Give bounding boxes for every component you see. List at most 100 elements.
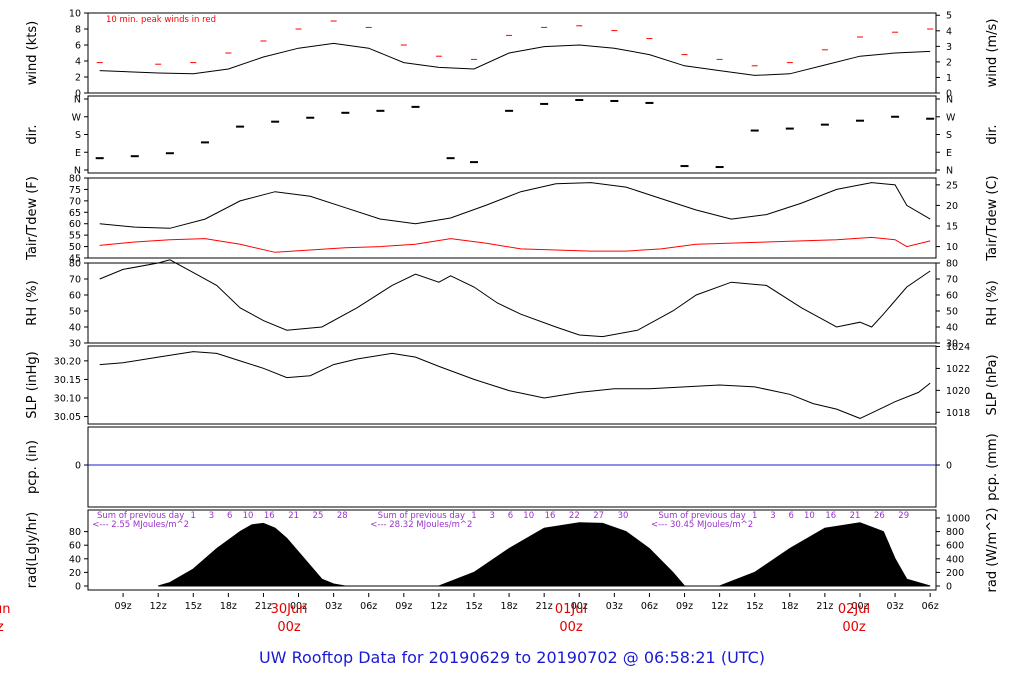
direction-point xyxy=(785,127,794,130)
radiation-note-line1: Sum of previous day xyxy=(658,511,745,521)
radiation-hour-mark: 6 xyxy=(227,511,232,521)
xtick-label: 00z xyxy=(851,601,868,612)
direction-point xyxy=(680,165,689,168)
ytick-label-direction: N xyxy=(74,95,81,106)
ytick-label-direction: N xyxy=(74,166,81,177)
radiation-hour-mark: 10 xyxy=(523,511,534,521)
xtick-label: 18z xyxy=(501,601,518,612)
direction-point xyxy=(130,155,139,158)
xtick-label: 06z xyxy=(922,601,939,612)
radiation-area xyxy=(158,522,931,587)
direction-point xyxy=(376,109,385,112)
direction-point xyxy=(236,125,245,128)
ytick-label-right-wind: 2 xyxy=(946,57,952,68)
radiation-note-line2: <--- 28.32 MJoules/m^2 xyxy=(370,520,472,530)
ytick-label-pressure: 30.10 xyxy=(54,394,81,405)
footer-title: UW Rooftop Data for 20190629 to 20190702… xyxy=(258,648,766,667)
ytick-label-temperature: 70 xyxy=(69,196,81,207)
xtick-label: 21z xyxy=(255,601,272,612)
ylabel-right-temperature: Tair/Tdew (C) xyxy=(985,175,1000,261)
ytick-label-right-radiation: 400 xyxy=(946,554,964,565)
ytick-label-right-wind: 3 xyxy=(946,42,952,53)
ytick-label-right-wind: 1 xyxy=(946,73,952,84)
radiation-hour-mark: 25 xyxy=(313,511,324,521)
ytick-label-pressure: 30.05 xyxy=(54,412,81,423)
radiation-note-line2: <--- 2.55 MJoules/m^2 xyxy=(92,520,189,530)
radiation-hour-mark: 10 xyxy=(804,511,815,521)
ytick-label-right-radiation: 800 xyxy=(946,527,964,538)
xtick-label: 21z xyxy=(816,601,833,612)
xtick-label: 06z xyxy=(360,601,377,612)
xtick-label: 12z xyxy=(430,601,447,612)
xtick-label: 09z xyxy=(115,601,132,612)
ytick-label-right-wind: 0 xyxy=(946,89,952,100)
xtick-label: 18z xyxy=(781,601,798,612)
ytick-label-right-pressure: 1024 xyxy=(946,342,970,353)
ytick-label-right-temperature: 15 xyxy=(946,222,958,233)
direction-point xyxy=(715,166,724,169)
xtick-label: 15z xyxy=(185,601,202,612)
radiation-hour-mark: 16 xyxy=(825,511,836,521)
ytick-label-pressure: 30.20 xyxy=(54,356,81,367)
radiation-hour-mark: 1 xyxy=(471,511,476,521)
ytick-label-right-direction: E xyxy=(946,148,952,159)
ytick-label-wind: 6 xyxy=(75,41,81,52)
direction-point xyxy=(926,117,935,120)
ytick-label-temperature: 65 xyxy=(69,208,81,219)
ytick-label-right-wind: 5 xyxy=(946,11,952,22)
ytick-label-right-direction: W xyxy=(946,112,956,123)
radiation-hour-mark: 26 xyxy=(874,511,885,521)
ytick-label-radiation: 80 xyxy=(69,527,81,538)
ylabel-direction: dir. xyxy=(25,124,40,144)
ytick-label-right-direction: S xyxy=(946,130,952,141)
pressure-line xyxy=(99,351,931,419)
humidity-line xyxy=(99,259,931,338)
radiation-hour-mark: 16 xyxy=(545,511,556,521)
ytick-label-right-humidity: 50 xyxy=(946,307,958,318)
day-label-date: 29Jun xyxy=(0,602,10,617)
radiation-note-line1: Sum of previous day xyxy=(378,511,465,521)
radiation-hour-mark: 30 xyxy=(618,511,629,521)
ytick-label-humidity: 40 xyxy=(69,323,81,334)
ytick-label-pressure: 30.15 xyxy=(54,375,81,386)
ytick-label-wind: 10 xyxy=(69,9,81,20)
ytick-label-right-temperature: 25 xyxy=(946,180,958,191)
ylabel-precipitation: pcp. (in) xyxy=(25,440,40,494)
ytick-label-right-precipitation: 0 xyxy=(946,461,952,472)
ytick-label-right-humidity: 60 xyxy=(946,291,958,302)
ytick-label-wind: 8 xyxy=(75,25,81,36)
ytick-label-right-pressure: 1022 xyxy=(946,364,970,375)
direction-point xyxy=(891,115,900,118)
xtick-label: 03z xyxy=(325,601,342,612)
day-label-date: 30Jun xyxy=(271,602,308,617)
radiation-hour-mark: 21 xyxy=(850,511,861,521)
direction-point xyxy=(610,99,619,102)
radiation-hour-mark: 27 xyxy=(593,511,604,521)
ytick-label-right-pressure: 1018 xyxy=(946,408,970,419)
ytick-label-right-humidity: 40 xyxy=(946,323,958,334)
panel-frame-humidity xyxy=(87,262,937,344)
ylabel-temperature: Tair/Tdew (F) xyxy=(25,176,40,261)
direction-point xyxy=(271,120,280,123)
ytick-label-right-humidity: 30 xyxy=(946,339,958,350)
ytick-label-humidity: 70 xyxy=(69,275,81,286)
wind-annotation: 10 min. peak winds in red xyxy=(106,15,216,25)
ytick-label-right-temperature: 10 xyxy=(946,242,958,253)
xtick-label: 00z xyxy=(290,601,307,612)
direction-point xyxy=(469,161,478,164)
ytick-label-radiation: 60 xyxy=(69,541,81,552)
ytick-label-wind: 2 xyxy=(75,73,81,84)
radiation-hour-mark: 1 xyxy=(191,511,196,521)
radiation-hour-mark: 29 xyxy=(898,511,909,521)
day-label-hour: 00z xyxy=(277,620,301,635)
dewpoint-line xyxy=(99,236,931,253)
direction-point xyxy=(540,102,549,105)
direction-point xyxy=(200,141,209,144)
ytick-label-radiation: 0 xyxy=(75,582,81,593)
ytick-label-radiation: 40 xyxy=(69,554,81,565)
ytick-label-right-pressure: 1020 xyxy=(946,386,970,397)
ylabel-right-radiation: rad (W/m^2) xyxy=(985,508,1000,593)
direction-point xyxy=(855,119,864,122)
ytick-label-temperature: 80 xyxy=(69,174,81,185)
